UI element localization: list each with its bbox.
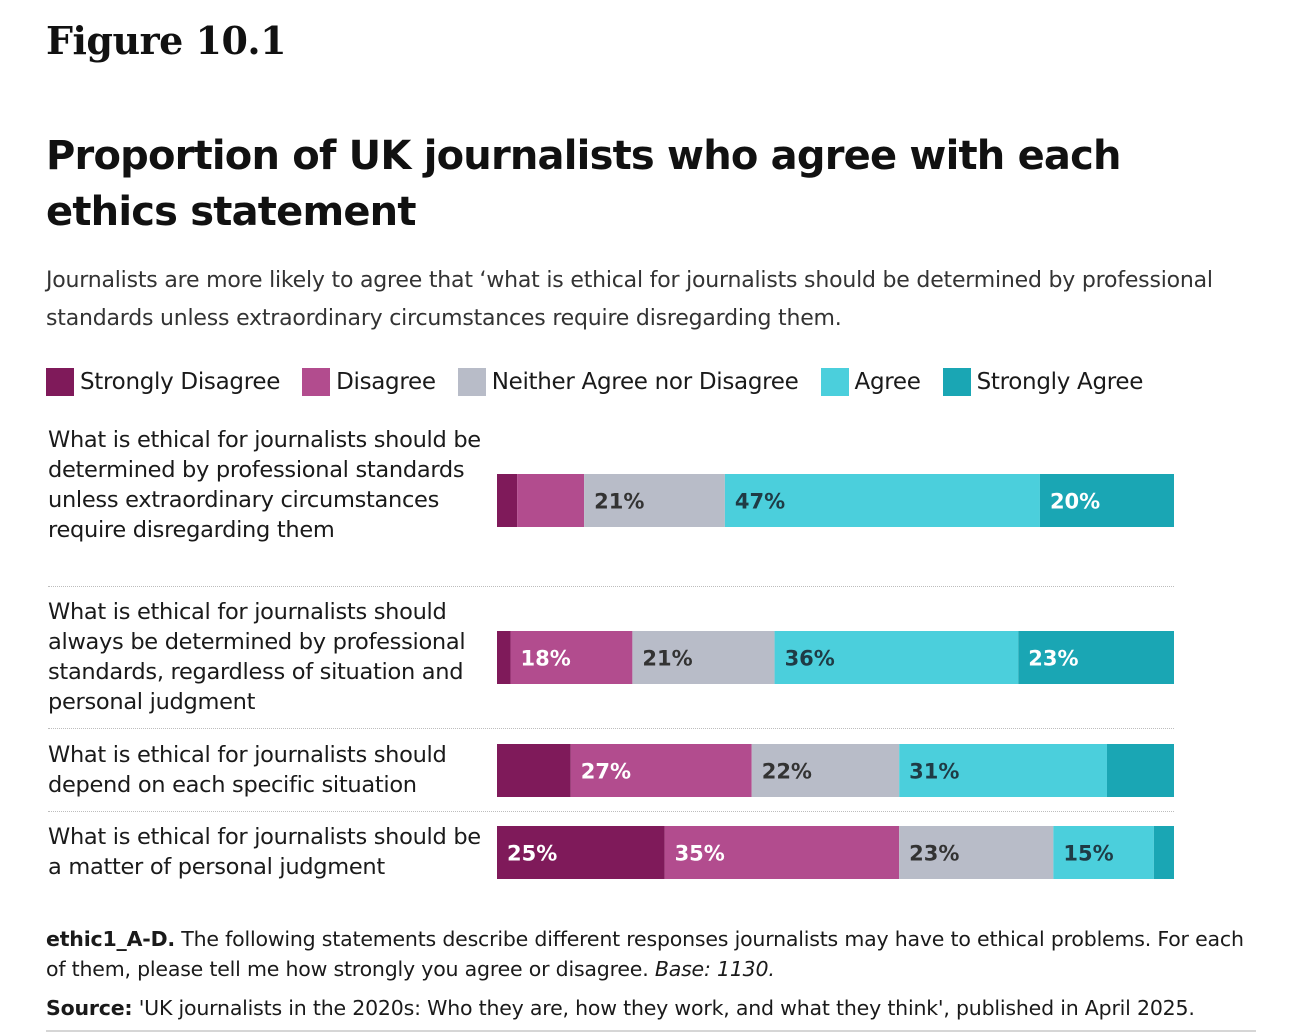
bar-strongly-disagree-row-4 [497,826,665,879]
bar-disagree-row-1 [517,474,585,527]
legend-swatch-strongly-disagree [46,368,74,396]
data-label-neither-row-2: 21% [642,647,692,671]
data-label-strongly-agree-row-1: 20% [1050,490,1100,514]
data-label-agree-row-4: 15% [1063,842,1113,866]
legend-swatch-neither [457,368,486,396]
legend-item-strongly-agree: Strongly Agree [942,368,1144,396]
question-text: The following statements describe differ… [46,927,1244,981]
bar-strongly-agree-row-3 [1106,744,1174,797]
bar-disagree-row-2 [510,631,633,684]
row-label-1: What is ethical for journalists should b… [48,427,481,543]
legend-label-neither: Neither Agree nor Disagree [491,369,799,395]
question-note: ethic1_A-D. The following statements des… [46,924,1256,984]
data-label-strongly-disagree-row-4: 25% [507,842,557,866]
chart-title: Proportion of UK journalists who agree w… [46,133,1122,235]
data-label-disagree-row-2: 18% [521,647,571,671]
source-note: Source: 'UK journalists in the 2020s: Wh… [46,993,1266,1023]
data-label-agree-row-1: 47% [735,490,785,514]
figure-label: Figure 10.1 [46,18,287,63]
data-label-neither-row-1: 21% [594,490,644,514]
base-text: Base: 1130. [654,957,775,981]
legend-label-disagree: Disagree [336,369,436,395]
source-label: Source: [46,996,133,1020]
legend-item-disagree: Disagree [302,368,436,396]
bar-strongly-disagree-row-1 [497,474,518,527]
bar-strongly-agree-row-2 [1018,631,1174,684]
legend-label-agree: Agree [854,369,921,395]
bar-agree-row-3 [899,744,1107,797]
bar-strongly-disagree-row-2 [497,631,511,684]
bar-neither-row-1 [584,474,725,527]
row-divider [48,586,1174,587]
legend-label-strongly-agree: Strongly Agree [976,369,1144,395]
data-label-strongly-agree-row-2: 23% [1028,647,1078,671]
bar-neither-row-3 [751,744,900,797]
bar-agree-row-2 [774,631,1019,684]
bar-agree-row-4 [1053,826,1154,879]
source-text: 'UK journalists in the 2020s: Who they a… [132,996,1195,1020]
legend-item-neither: Neither Agree nor Disagree [457,368,799,396]
bar-strongly-agree-row-1 [1039,474,1174,527]
legend-item-strongly-disagree: Strongly Disagree [46,368,280,396]
row-divider [48,728,1174,729]
legend-swatch-strongly-agree [942,368,971,396]
row-label-3: What is ethical for journalists should d… [48,742,447,798]
legend-swatch-disagree [302,368,331,396]
data-label-neither-row-3: 22% [762,760,812,784]
data-label-agree-row-3: 31% [909,760,959,784]
data-label-neither-row-4: 23% [909,842,959,866]
data-label-disagree-row-3: 27% [581,760,631,784]
legend-item-agree: Agree [820,368,921,396]
chart-subtitle: Journalists are more likely to agree tha… [46,268,1213,331]
legend: Strongly Disagree Disagree Neither Agree… [46,368,1165,396]
data-label-disagree-row-4: 35% [675,842,725,866]
row-divider [48,811,1174,812]
data-label-agree-row-2: 36% [785,647,835,671]
legend-swatch-agree [820,368,849,396]
row-label-2: What is ethical for journalists should a… [48,599,466,715]
legend-label-strongly-disagree: Strongly Disagree [80,369,281,395]
bar-strongly-agree-row-4 [1153,826,1174,879]
bar-neither-row-2 [632,631,775,684]
question-code: ethic1_A-D. [46,927,175,951]
bar-disagree-row-4 [664,826,900,879]
row-label-4: What is ethical for journalists should b… [48,824,481,880]
bar-disagree-row-3 [570,744,752,797]
bar-strongly-disagree-row-3 [497,744,571,797]
bottom-rule [46,1030,1256,1032]
bar-neither-row-4 [899,826,1054,879]
bar-agree-row-1 [724,474,1040,527]
